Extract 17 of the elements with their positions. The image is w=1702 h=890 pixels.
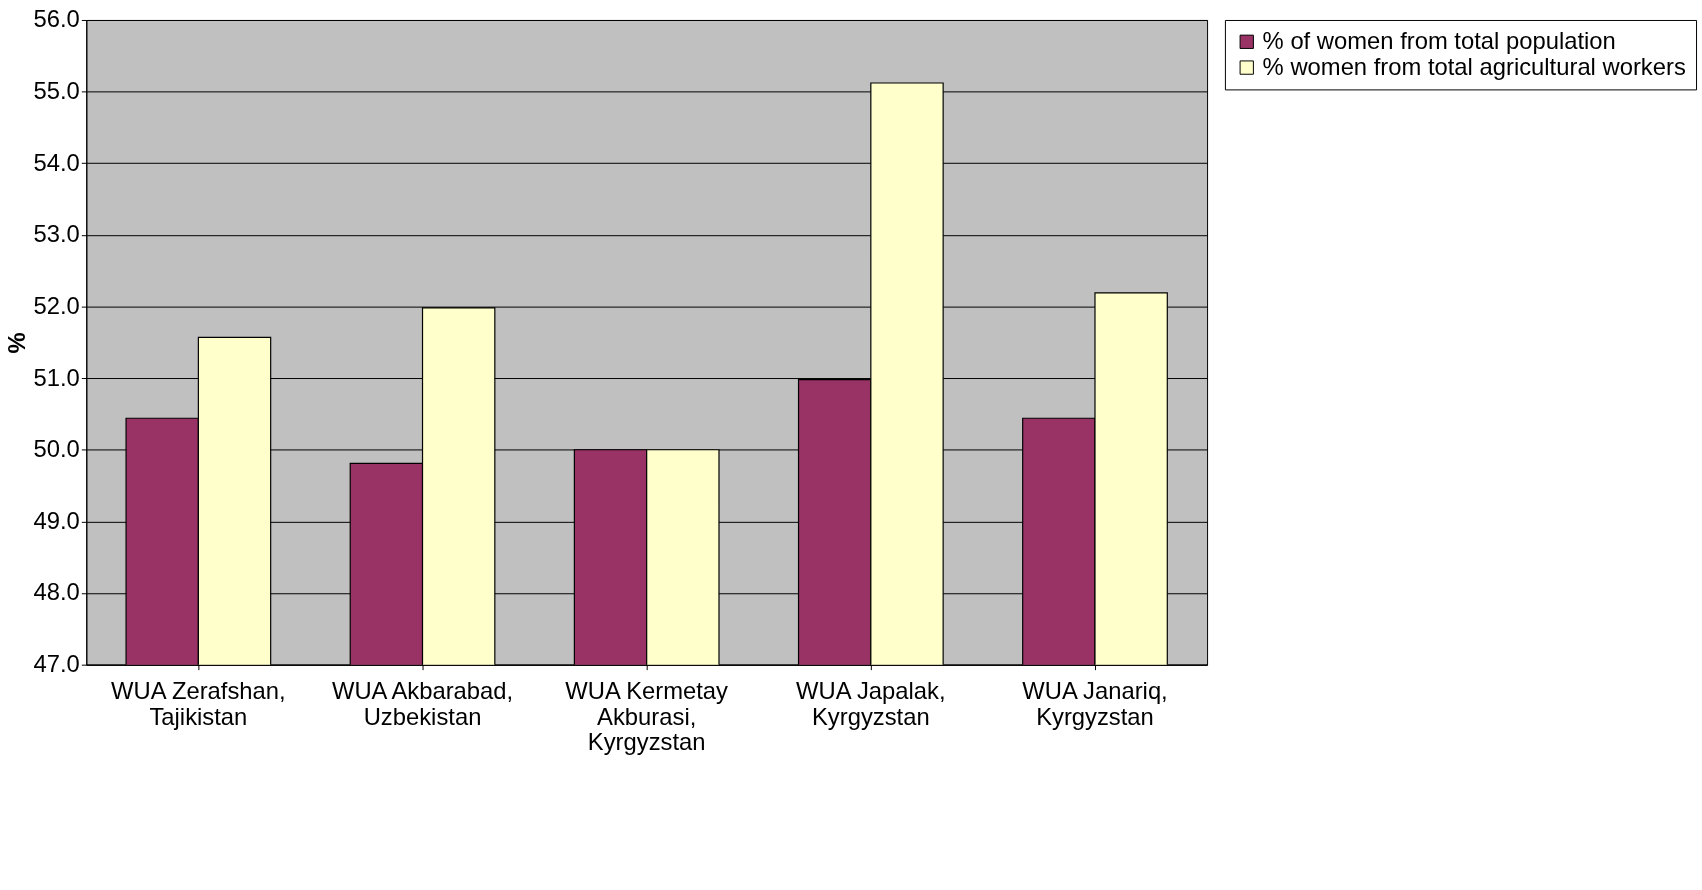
- legend-label: % of women from total population: [1262, 26, 1616, 54]
- x-tick-label: WUA Janariq, Kyrgyzstan: [1022, 676, 1168, 730]
- y-tick-label: 49.0: [33, 506, 80, 534]
- y-tick-label: 55.0: [33, 77, 80, 105]
- x-tick-label: WUA Japalak, Kyrgyzstan: [796, 676, 946, 730]
- x-tick-label: WUA Akbarabad, Uzbekistan: [331, 676, 514, 730]
- x-tick-label: WUA Kermetay Akburasi, Kyrgyzstan: [565, 676, 729, 756]
- y-axis-title: %: [2, 332, 30, 354]
- y-tick-label: 50.0: [33, 435, 80, 463]
- y-tick-label: 53.0: [33, 220, 80, 248]
- y-tick-label: 52.0: [33, 291, 80, 319]
- y-tick-label: 47.0: [33, 650, 80, 678]
- y-tick-label: 54.0: [33, 148, 80, 176]
- y-tick-label: 48.0: [33, 578, 80, 606]
- y-tick-label: 56.0: [33, 5, 80, 33]
- y-tick-label: 51.0: [33, 363, 80, 391]
- x-tick-label: WUA Zerafshan, Tajikistan: [111, 676, 286, 730]
